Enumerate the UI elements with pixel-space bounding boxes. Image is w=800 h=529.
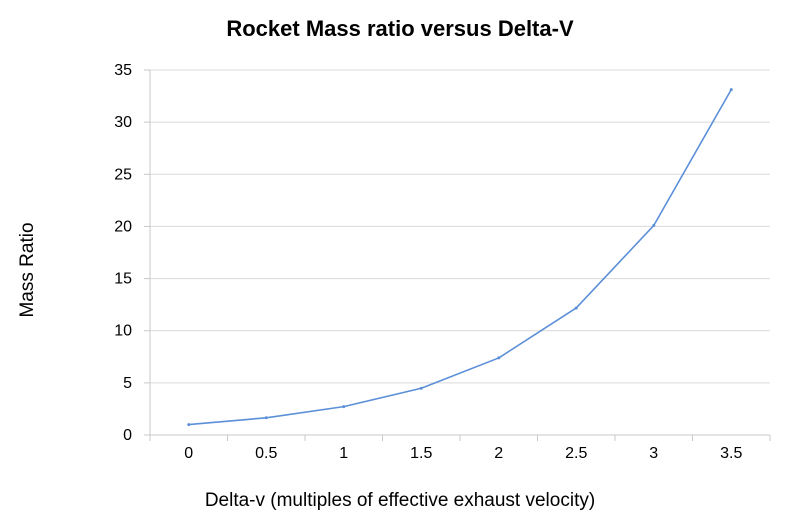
x-tick-label: 0.5 — [255, 445, 277, 462]
axes — [144, 69, 771, 441]
x-tick-label: 3.5 — [720, 445, 742, 462]
y-tick-label: 35 — [114, 62, 132, 79]
data-point — [729, 88, 733, 92]
chart-title: Rocket Mass ratio versus Delta-V — [226, 16, 574, 41]
y-tick-label: 30 — [114, 114, 132, 131]
data-point — [419, 386, 423, 390]
data-point — [187, 423, 191, 427]
data-point — [497, 356, 501, 360]
x-tick-label: 1.5 — [410, 445, 432, 462]
data-point — [574, 306, 578, 310]
x-axis-label: Delta-v (multiples of effective exhaust … — [204, 490, 596, 511]
y-tick-label: 5 — [123, 375, 132, 392]
x-tick-label: 2.5 — [565, 445, 587, 462]
y-tick-label: 10 — [114, 323, 132, 340]
data-point — [342, 405, 346, 409]
series-line — [188, 89, 732, 426]
data-point — [652, 223, 656, 227]
x-tick-label: 3 — [649, 445, 658, 462]
x-tick-label: 2 — [494, 445, 503, 462]
x-tick-label: 0 — [184, 445, 193, 462]
tick-labels: 0 5 10 15 20 25 30 35 0 0.5 1 1.5 2 2.5 3 3.5 — [114, 62, 742, 462]
y-tick-label: 0 — [123, 427, 132, 444]
y-tick-label: 20 — [114, 218, 132, 235]
y-tick-label: 25 — [114, 166, 132, 183]
gridlines — [150, 69, 770, 384]
y-tick-label: 15 — [114, 271, 132, 288]
data-point — [264, 416, 268, 420]
x-tick-label: 1 — [339, 445, 348, 462]
series-group — [187, 88, 733, 427]
